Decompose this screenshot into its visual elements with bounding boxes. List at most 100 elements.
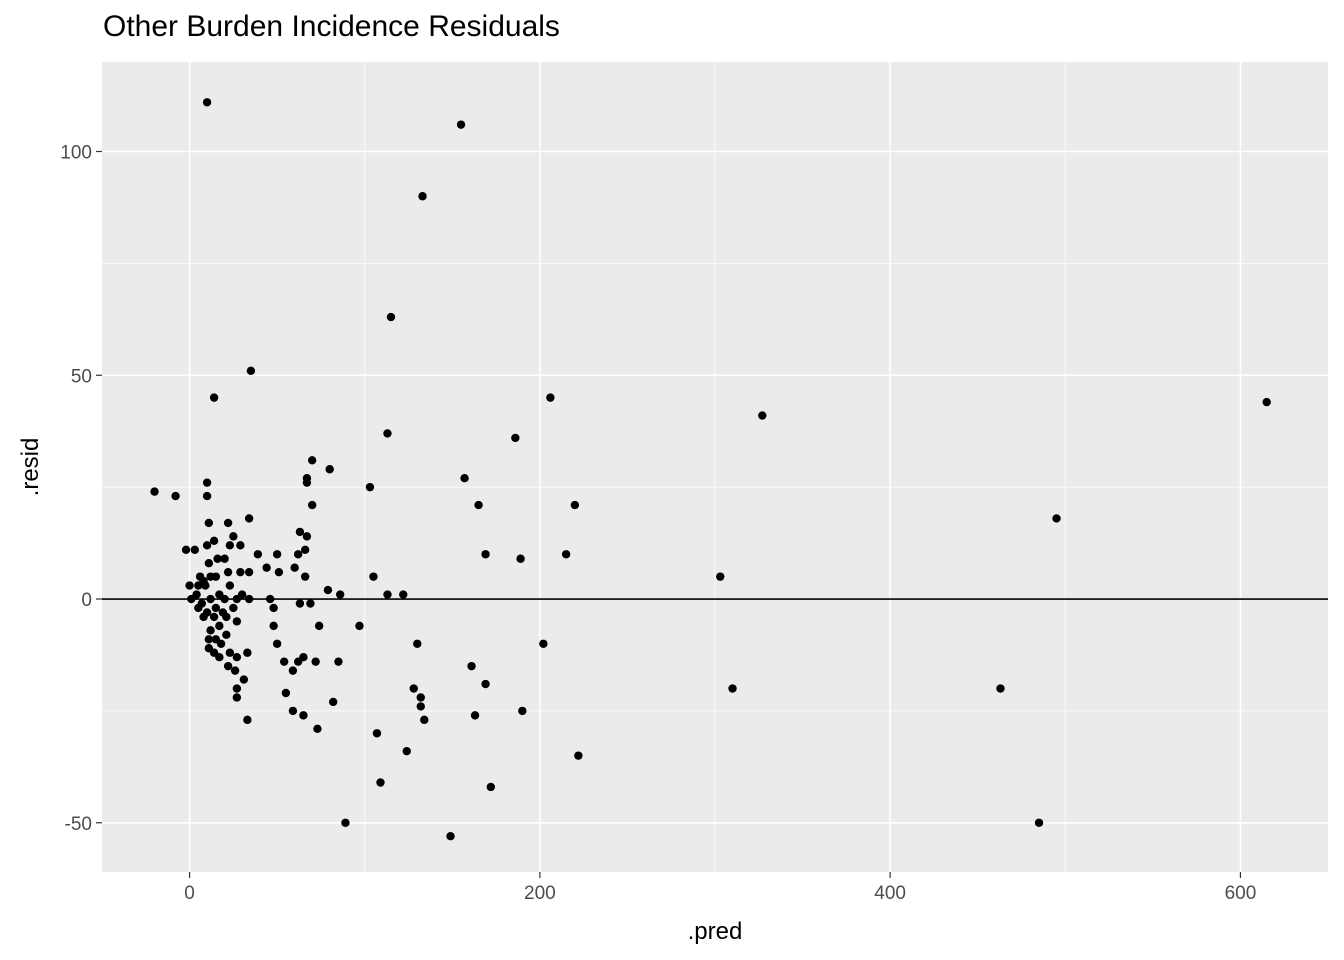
x-axis-ticks: 0 200 400 600	[184, 872, 1256, 904]
data-point	[209, 612, 219, 622]
data-point	[209, 536, 219, 546]
data-point	[402, 746, 411, 756]
data-point	[211, 603, 221, 613]
data-point	[383, 590, 392, 599]
data-point	[194, 581, 203, 590]
data-point	[369, 572, 378, 581]
data-point	[293, 657, 303, 666]
data-point	[328, 697, 338, 707]
data-point	[199, 612, 208, 622]
data-point	[202, 491, 212, 501]
data-point	[274, 567, 284, 577]
data-point	[290, 563, 299, 572]
data-point	[232, 693, 242, 702]
data-point	[539, 639, 548, 648]
data-point	[758, 411, 767, 420]
data-point	[314, 621, 324, 631]
y-axis-title: .resid	[17, 438, 44, 497]
data-point	[223, 567, 233, 577]
data-point	[486, 782, 496, 792]
data-point	[386, 312, 396, 322]
data-point	[399, 590, 408, 599]
data-point	[561, 550, 571, 559]
data-point	[420, 715, 429, 725]
data-point	[202, 98, 212, 107]
data-point	[202, 478, 212, 487]
data-point	[244, 514, 254, 523]
data-point	[279, 657, 289, 666]
data-point	[446, 831, 455, 841]
data-point	[213, 554, 222, 563]
data-point	[171, 491, 180, 501]
y-tick-label: 100	[60, 143, 92, 164]
data-point	[728, 684, 737, 693]
data-point	[206, 626, 215, 635]
x-axis-title: .pred	[688, 918, 743, 945]
y-tick-label: -50	[65, 814, 92, 835]
x-tick-label: 400	[874, 883, 906, 904]
data-point	[313, 724, 322, 733]
data-point	[372, 729, 382, 738]
data-point	[229, 532, 238, 541]
data-point	[211, 572, 221, 581]
data-point	[416, 702, 425, 711]
data-point	[244, 567, 254, 577]
data-point	[518, 706, 527, 716]
data-point	[1034, 818, 1044, 827]
data-point	[1262, 397, 1271, 407]
data-point	[216, 639, 226, 648]
data-point	[229, 603, 238, 613]
data-point	[325, 465, 334, 474]
data-point	[223, 661, 233, 671]
data-point	[341, 818, 350, 827]
data-point	[194, 603, 203, 613]
data-point	[220, 554, 229, 563]
data-point	[181, 545, 191, 554]
data-point	[481, 550, 490, 559]
data-point	[460, 473, 469, 483]
data-point	[300, 572, 310, 581]
data-point	[413, 639, 422, 648]
data-point	[281, 688, 291, 698]
data-point	[1052, 514, 1061, 523]
data-point	[201, 581, 210, 590]
data-point	[187, 594, 196, 604]
data-point	[383, 429, 392, 438]
data-point	[204, 518, 214, 528]
data-point	[418, 192, 427, 201]
data-point	[232, 652, 242, 662]
data-point	[546, 393, 555, 402]
data-point	[302, 532, 312, 541]
data-point	[232, 684, 242, 693]
data-point	[236, 567, 245, 577]
data-point	[225, 541, 235, 550]
y-tick-label: 0	[81, 590, 92, 611]
data-point	[355, 621, 364, 631]
data-point	[243, 715, 252, 725]
x-tick-label: 600	[1225, 883, 1257, 904]
data-point	[511, 433, 520, 443]
data-point	[232, 594, 242, 604]
x-tick-label: 200	[524, 883, 556, 904]
data-point	[299, 711, 308, 720]
data-point	[288, 666, 298, 675]
data-point	[223, 518, 233, 528]
data-point	[230, 666, 240, 675]
data-point	[220, 594, 229, 604]
data-point	[253, 550, 263, 559]
data-point	[288, 706, 298, 716]
data-point	[295, 527, 305, 537]
data-point	[716, 572, 725, 581]
data-point	[215, 621, 224, 631]
data-point	[467, 661, 476, 671]
data-point	[311, 657, 320, 666]
data-point	[470, 711, 480, 720]
data-points	[150, 98, 1271, 841]
data-point	[474, 500, 483, 510]
data-point	[307, 456, 317, 465]
data-point	[262, 563, 271, 572]
minor-gridlines	[102, 62, 1328, 872]
data-point	[574, 751, 583, 760]
data-point	[269, 603, 278, 613]
